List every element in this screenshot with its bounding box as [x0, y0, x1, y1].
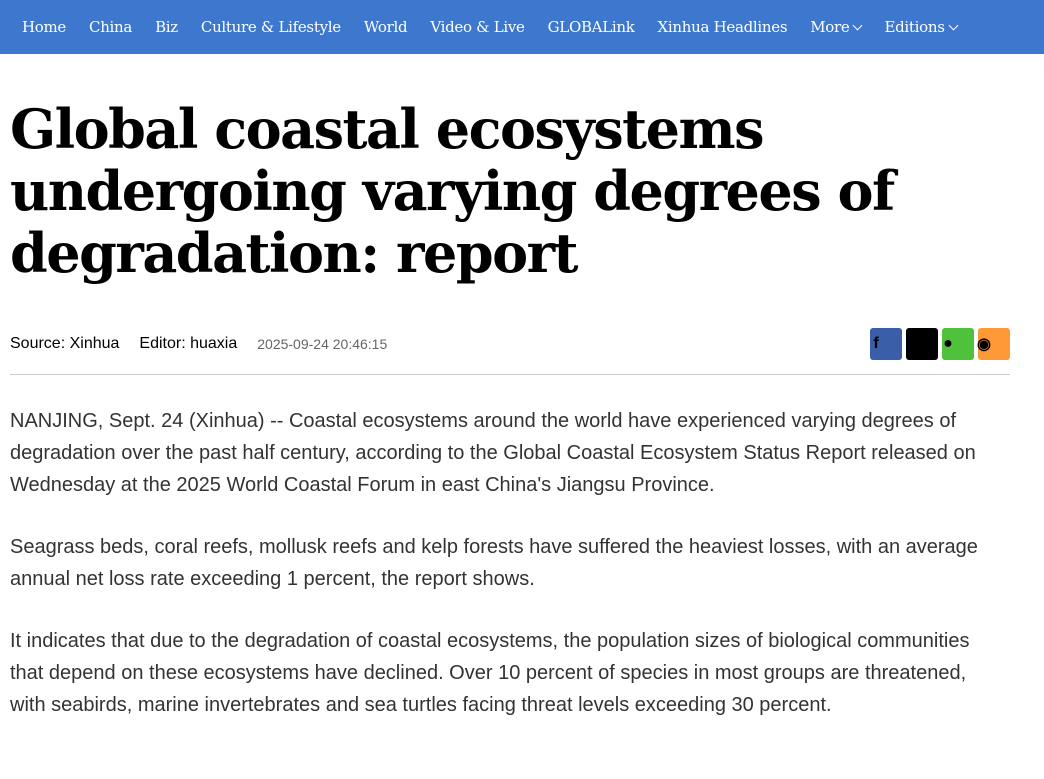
nav-editions[interactable]: Editions [884, 18, 959, 36]
chevron-down-icon [948, 20, 959, 31]
nav-more-label: More [810, 18, 850, 36]
nav-biz[interactable]: Biz [155, 18, 178, 36]
divider [10, 374, 1010, 375]
wechat-icon: ● [943, 335, 953, 352]
weibo-share-button[interactable]: ◉ [977, 328, 1010, 360]
article-body: NANJING, Sept. 24 (Xinhua) -- Coastal ec… [10, 405, 1004, 721]
nav-more[interactable]: More [810, 18, 863, 36]
facebook-icon: f [873, 335, 879, 352]
source: Source: Xinhua [10, 335, 120, 352]
nav-home[interactable]: Home [22, 18, 67, 36]
paragraph: It indicates that due to the degradation… [10, 630, 970, 716]
nav-china[interactable]: China [89, 18, 133, 36]
weibo-icon: ◉ [977, 336, 991, 353]
share-buttons: f 𝕏 ● ◉ [870, 328, 1010, 360]
nav-world[interactable]: World [363, 18, 408, 36]
nav-headlines[interactable]: Xinhua Headlines [657, 18, 788, 36]
article-title: Global coastal ecosystems undergoing var… [10, 97, 895, 285]
facebook-share-button[interactable]: f [870, 328, 902, 360]
x-icon: 𝕏 [905, 336, 919, 353]
wechat-share-button[interactable]: ● [942, 328, 974, 360]
paragraph: Seagrass beds, coral reefs, mollusk reef… [10, 536, 978, 590]
nav-editions-label: Editions [884, 18, 945, 36]
chevron-down-icon [853, 20, 863, 31]
x-share-button[interactable]: 𝕏 [906, 328, 938, 360]
timestamp: 2025-09-24 20:46:15 [257, 336, 388, 352]
nav-culture[interactable]: Culture & Lifestyle [200, 18, 341, 36]
paragraph: NANJING, Sept. 24 (Xinhua) -- Coastal ec… [10, 410, 976, 496]
nav-globalink[interactable]: GLOBALink [547, 18, 635, 36]
editor: Editor: huaxia [139, 335, 238, 352]
byline: Source: Xinhua Editor: huaxia 2025-09-24… [10, 328, 1010, 360]
top-nav: Home China Biz Culture & Lifestyle World… [0, 0, 1044, 54]
nav-video[interactable]: Video & Live [430, 18, 525, 36]
